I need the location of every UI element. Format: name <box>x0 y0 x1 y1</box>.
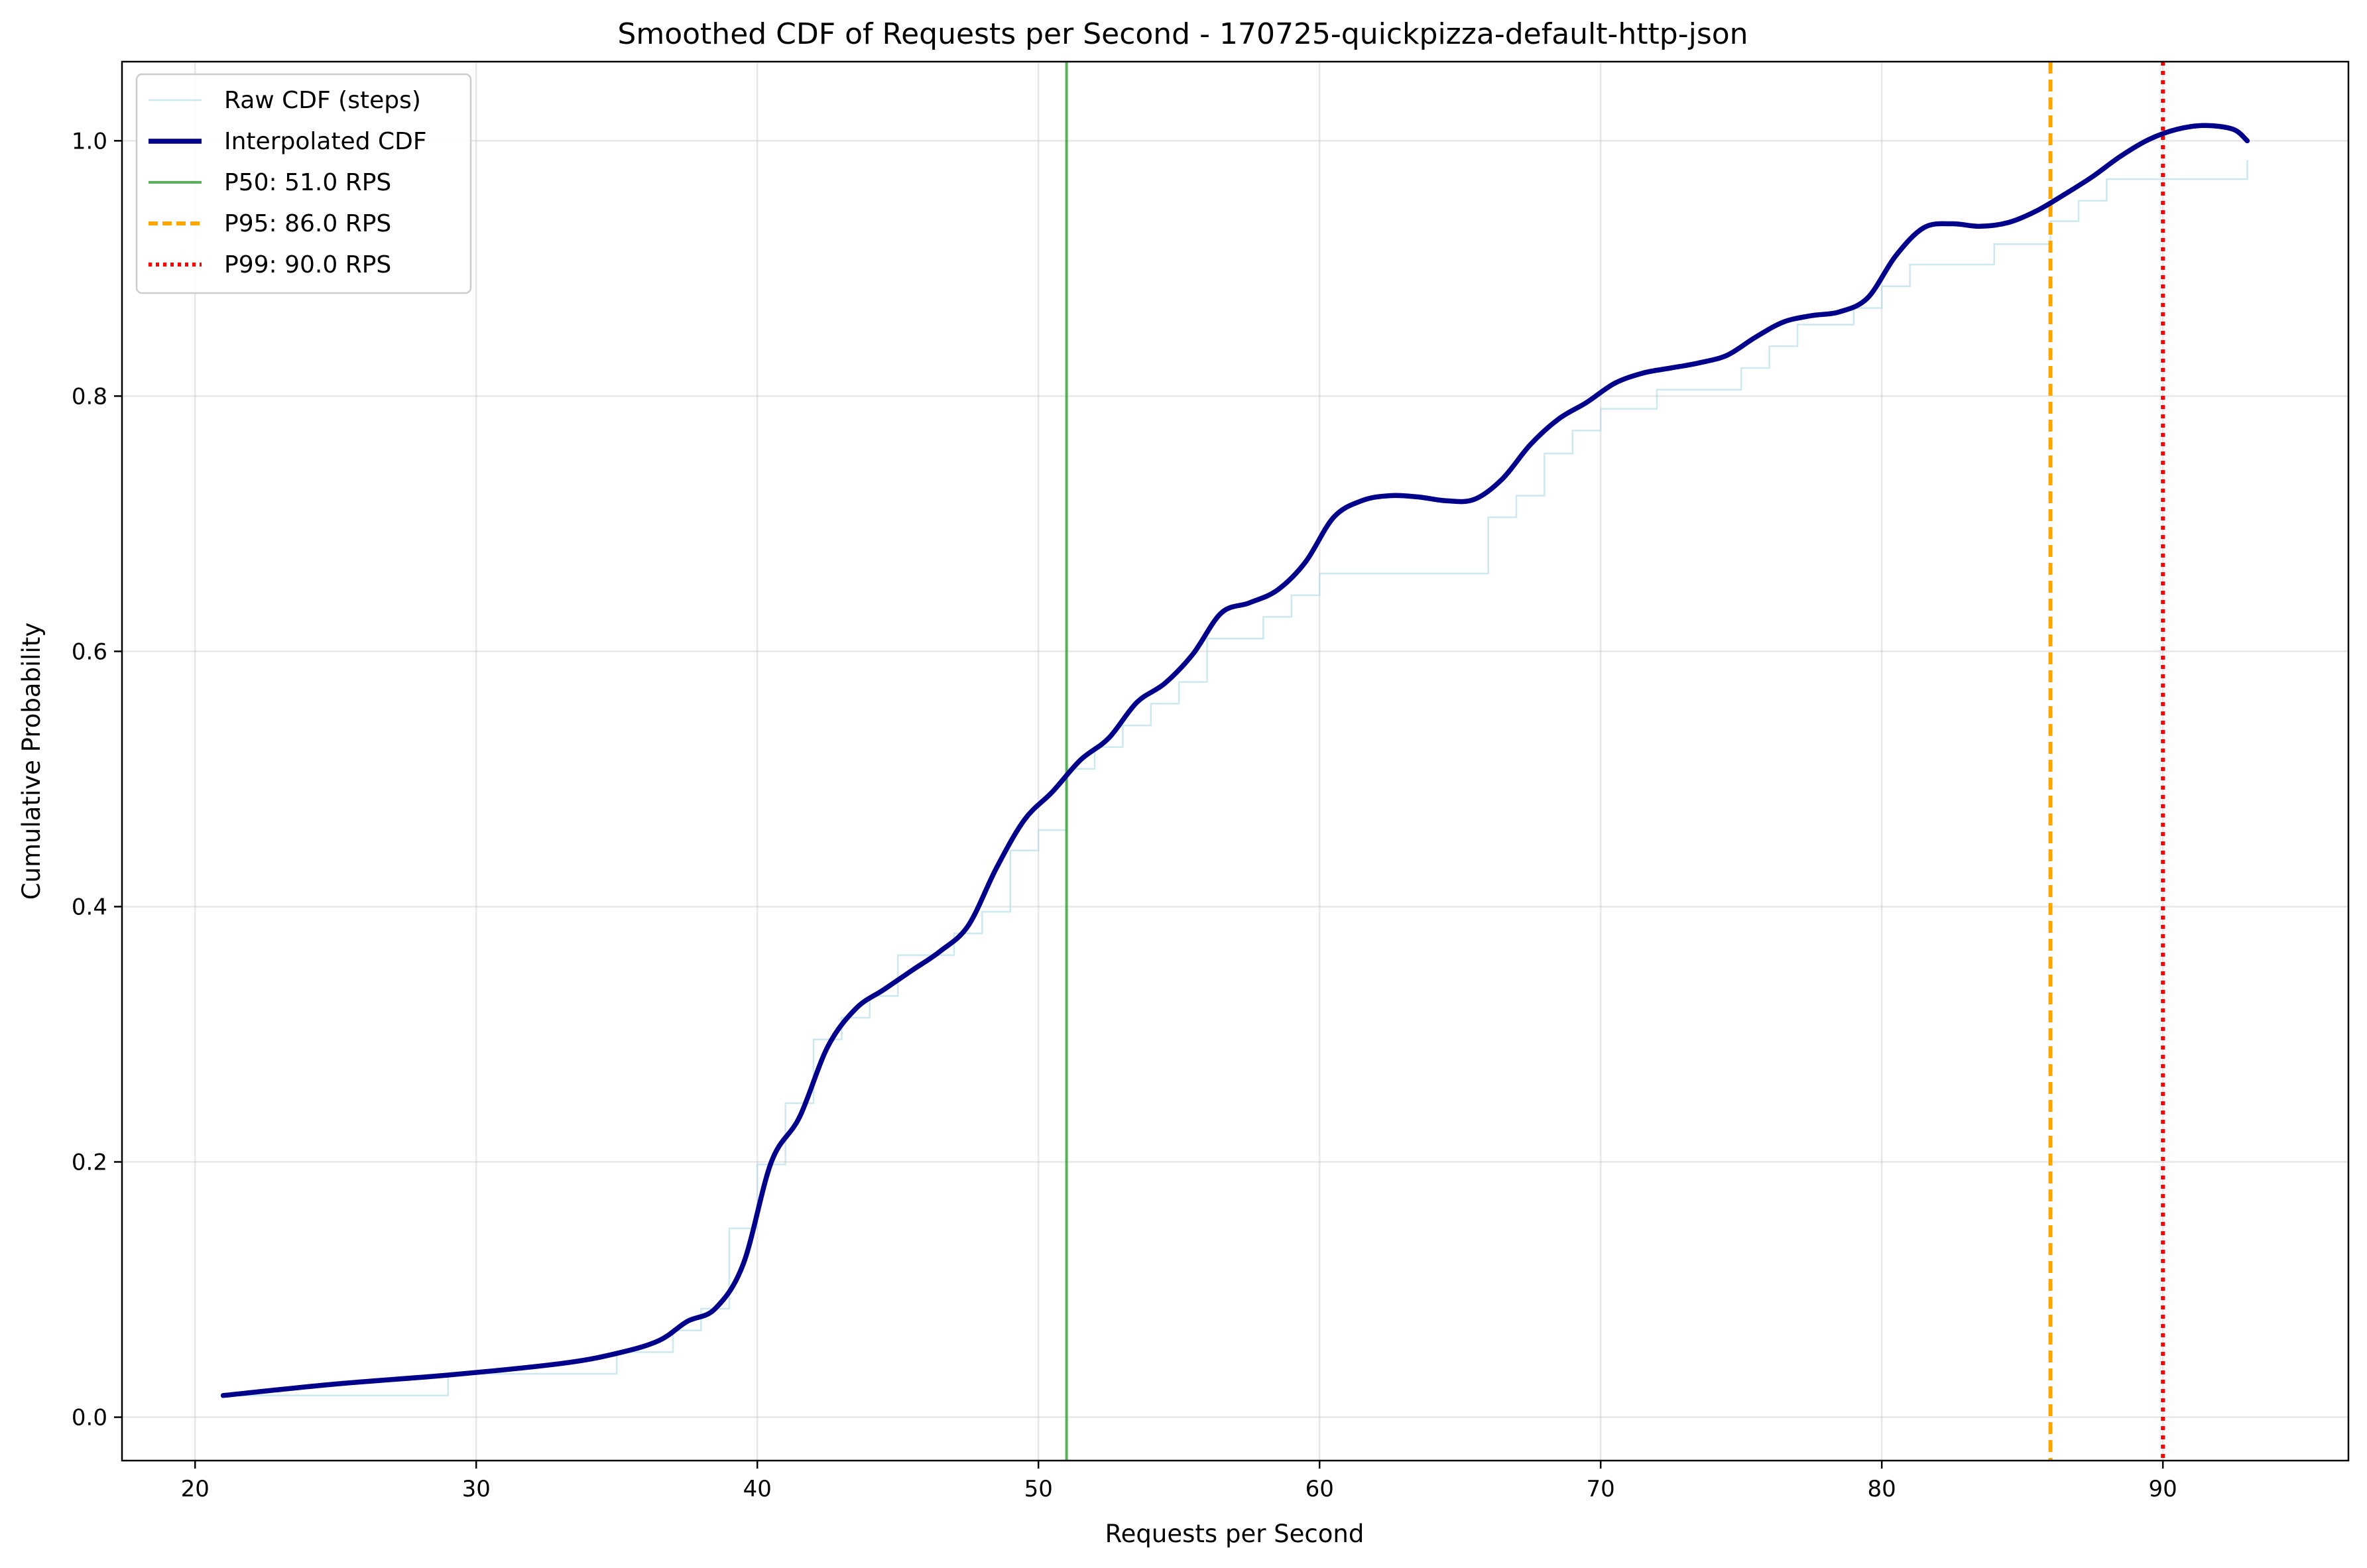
x-tick-label: 30 <box>462 1476 491 1502</box>
y-tick-label: 0.2 <box>72 1150 107 1176</box>
x-tick-label: 60 <box>1305 1476 1334 1502</box>
x-tick-label: 20 <box>181 1476 210 1502</box>
plot-frame <box>121 60 2350 1462</box>
y-tick-label: 1.0 <box>72 128 107 154</box>
legend-raw-label: Raw CDF (steps) <box>224 87 421 114</box>
x-tick-label: 90 <box>2149 1476 2177 1502</box>
x-tick-label: 50 <box>1024 1476 1053 1502</box>
chart-title: Smoothed CDF of Requests per Second - 17… <box>617 17 1748 51</box>
raw-cdf-line <box>223 160 2248 1397</box>
x-tick-label: 70 <box>1587 1476 1615 1502</box>
percentile-lines <box>1065 62 2165 1461</box>
legend-box <box>135 73 472 294</box>
y-tick-label: 0.4 <box>72 894 107 920</box>
y-tick-label: 0.6 <box>72 638 107 665</box>
y-tick-label: 0.8 <box>72 383 107 410</box>
y-tick-label: 0.0 <box>72 1405 107 1431</box>
x-tick-label: 40 <box>743 1476 772 1502</box>
interpolated-cdf-line <box>220 123 2250 1398</box>
raw-cdf-series <box>223 160 2248 1397</box>
y-axis-label: Cumulative Probability <box>17 623 46 900</box>
legend-p50-label: P50: 51.0 RPS <box>224 169 391 196</box>
x-axis-label: Requests per Second <box>1105 1520 1365 1548</box>
axis-ticks: 20 30 40 50 60 70 80 90 0.0 0.2 0.4 0.6 0.8 1.0 <box>72 128 2177 1502</box>
x-tick-label: 80 <box>1868 1476 1896 1502</box>
legend-interpolated-label: Interpolated CDF <box>224 128 427 155</box>
legend: Raw CDF (steps) Interpolated CDF P50: 51.0… <box>135 73 472 294</box>
legend-p99-label: P99: 90.0 RPS <box>224 251 391 278</box>
interpolated-cdf-series <box>220 123 2250 1398</box>
legend-p95-label: P95: 86.0 RPS <box>224 210 391 237</box>
